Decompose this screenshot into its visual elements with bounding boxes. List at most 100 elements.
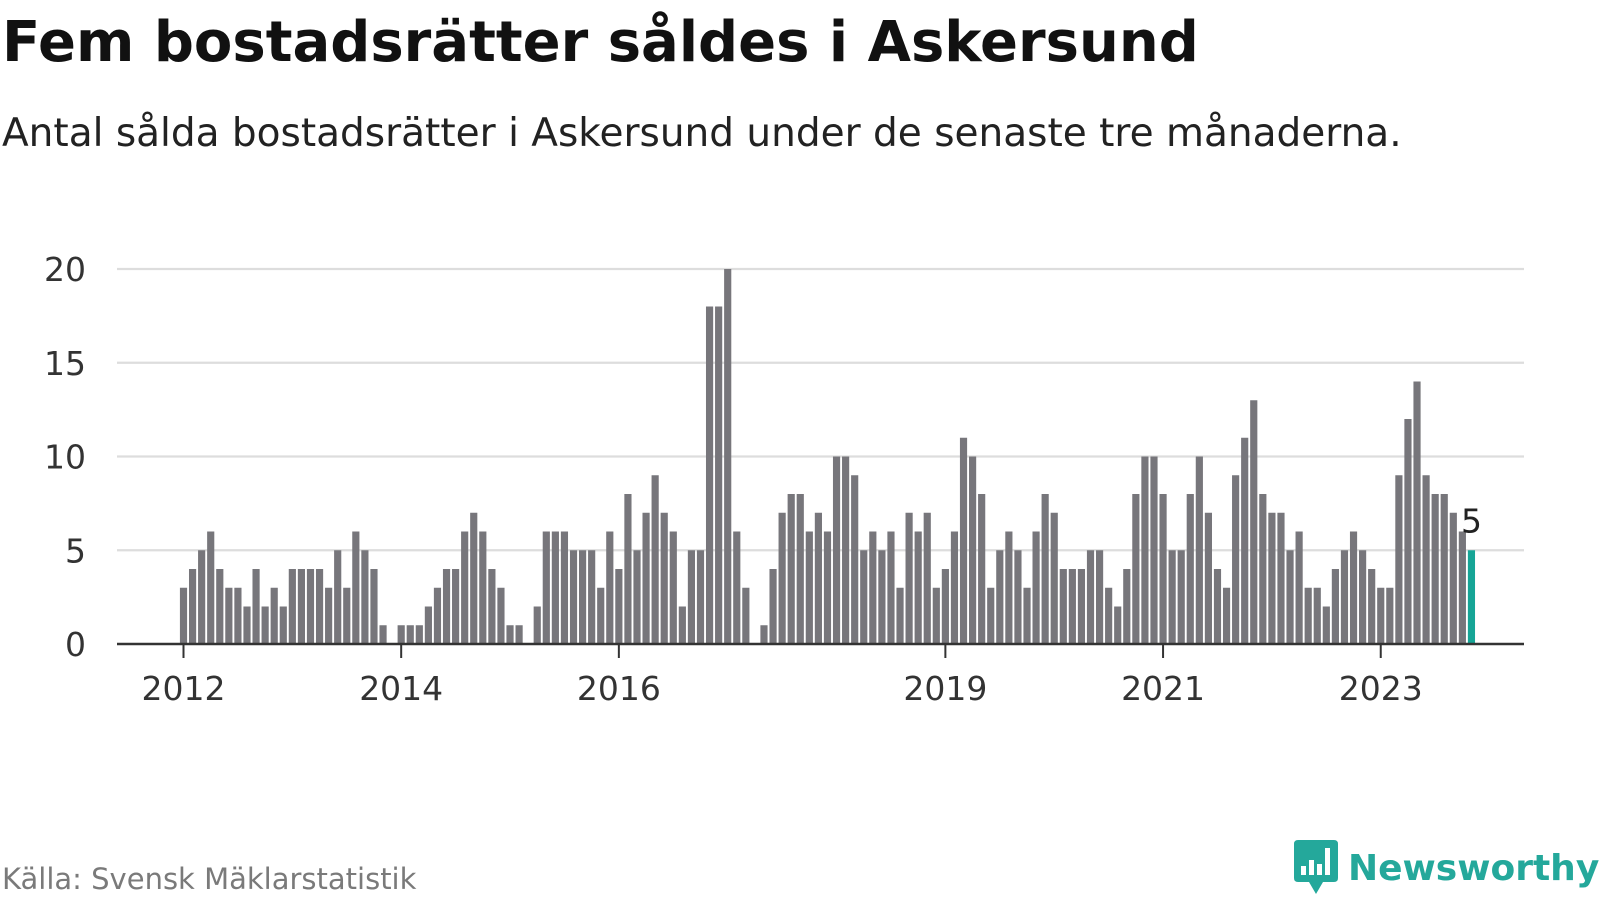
bar <box>1041 494 1049 644</box>
bar <box>1395 475 1403 644</box>
bar <box>1168 550 1176 644</box>
bar <box>515 625 523 644</box>
y-tick-label: 15 <box>44 344 86 383</box>
bar <box>306 569 315 644</box>
bar <box>996 550 1004 644</box>
bar <box>1268 512 1276 644</box>
bar <box>687 550 696 644</box>
annotations: 5 <box>1461 501 1482 540</box>
highlight-value-label: 5 <box>1461 501 1482 540</box>
bar <box>315 569 324 644</box>
chart-title: Fem bostadsrätter såldes i Askersund <box>2 10 1199 75</box>
bar <box>1068 569 1076 644</box>
x-tick-label: 2016 <box>577 669 661 708</box>
bar <box>352 531 360 644</box>
bar <box>778 512 786 644</box>
bar <box>787 494 795 644</box>
bar <box>615 569 623 644</box>
bar <box>633 550 641 644</box>
bar <box>932 587 940 644</box>
bar <box>1213 569 1222 644</box>
bar <box>1458 531 1466 644</box>
bar <box>1186 494 1194 644</box>
bar-chart: 0 5 10 15 20 2012 2014 2016 2019 2021 2023 5 <box>44 250 1524 708</box>
bar <box>1295 531 1303 644</box>
bar <box>588 550 596 644</box>
bar <box>442 569 451 644</box>
bar <box>1322 606 1330 644</box>
bar <box>978 494 986 644</box>
bar <box>288 569 296 644</box>
bar <box>769 569 777 644</box>
bar <box>1340 550 1349 644</box>
bar <box>361 550 369 644</box>
bar <box>923 512 931 644</box>
bar <box>832 456 841 644</box>
bar <box>1386 587 1394 644</box>
bar <box>1059 569 1067 644</box>
bar <box>805 531 813 644</box>
bar <box>1304 587 1312 644</box>
bar <box>896 587 904 644</box>
bar <box>1359 550 1367 644</box>
x-tick-label: 2012 <box>142 669 226 708</box>
bar <box>415 625 423 644</box>
brand-name: Newsworthy <box>1348 847 1600 889</box>
bar <box>860 550 868 644</box>
bar <box>796 494 804 644</box>
bar <box>1422 475 1430 644</box>
x-axis-labels: 2012 2014 2016 2019 2021 2023 <box>142 669 1423 708</box>
bar <box>1005 531 1013 644</box>
bar <box>878 550 886 644</box>
bar <box>1086 550 1095 644</box>
bar <box>597 587 605 644</box>
bar <box>551 531 559 644</box>
bar <box>1050 512 1058 644</box>
y-tick-label: 5 <box>65 531 86 570</box>
bar <box>1368 569 1376 644</box>
bar <box>1195 456 1203 644</box>
bar <box>334 550 342 644</box>
bar <box>642 512 650 644</box>
source-note: Källa: Svensk Mäklarstatistik <box>2 862 417 896</box>
bar <box>1023 587 1031 644</box>
bar <box>1440 494 1448 644</box>
highlight-bar <box>1467 550 1476 644</box>
bar <box>724 269 732 644</box>
bar <box>188 569 197 644</box>
bar <box>406 625 414 644</box>
bar <box>1123 569 1131 644</box>
bar <box>1250 400 1258 644</box>
bar <box>1277 512 1285 644</box>
bar <box>397 625 405 644</box>
bar <box>905 512 913 644</box>
bar <box>1377 587 1385 644</box>
bar <box>216 569 224 644</box>
bar <box>370 569 378 644</box>
bar <box>461 531 469 644</box>
bar <box>742 587 750 644</box>
bar <box>705 306 714 644</box>
bar <box>479 531 487 644</box>
bar <box>1241 437 1249 644</box>
bar <box>1331 569 1339 644</box>
bar <box>1232 475 1240 644</box>
bar <box>533 606 541 644</box>
bars <box>179 269 1476 644</box>
x-tick-label: 2021 <box>1121 669 1205 708</box>
y-axis-labels: 0 5 10 15 20 <box>44 250 86 664</box>
bar <box>959 437 968 644</box>
bar <box>179 587 188 644</box>
bar <box>1431 494 1439 644</box>
bar <box>1222 587 1231 644</box>
bar <box>343 587 351 644</box>
bar <box>506 625 514 644</box>
bar <box>1077 569 1086 644</box>
y-tick-label: 10 <box>44 438 86 477</box>
bar <box>1150 456 1158 644</box>
bar <box>941 569 949 644</box>
bar <box>1132 494 1140 644</box>
bar <box>969 456 977 644</box>
bar <box>252 569 260 644</box>
bar <box>243 606 251 644</box>
